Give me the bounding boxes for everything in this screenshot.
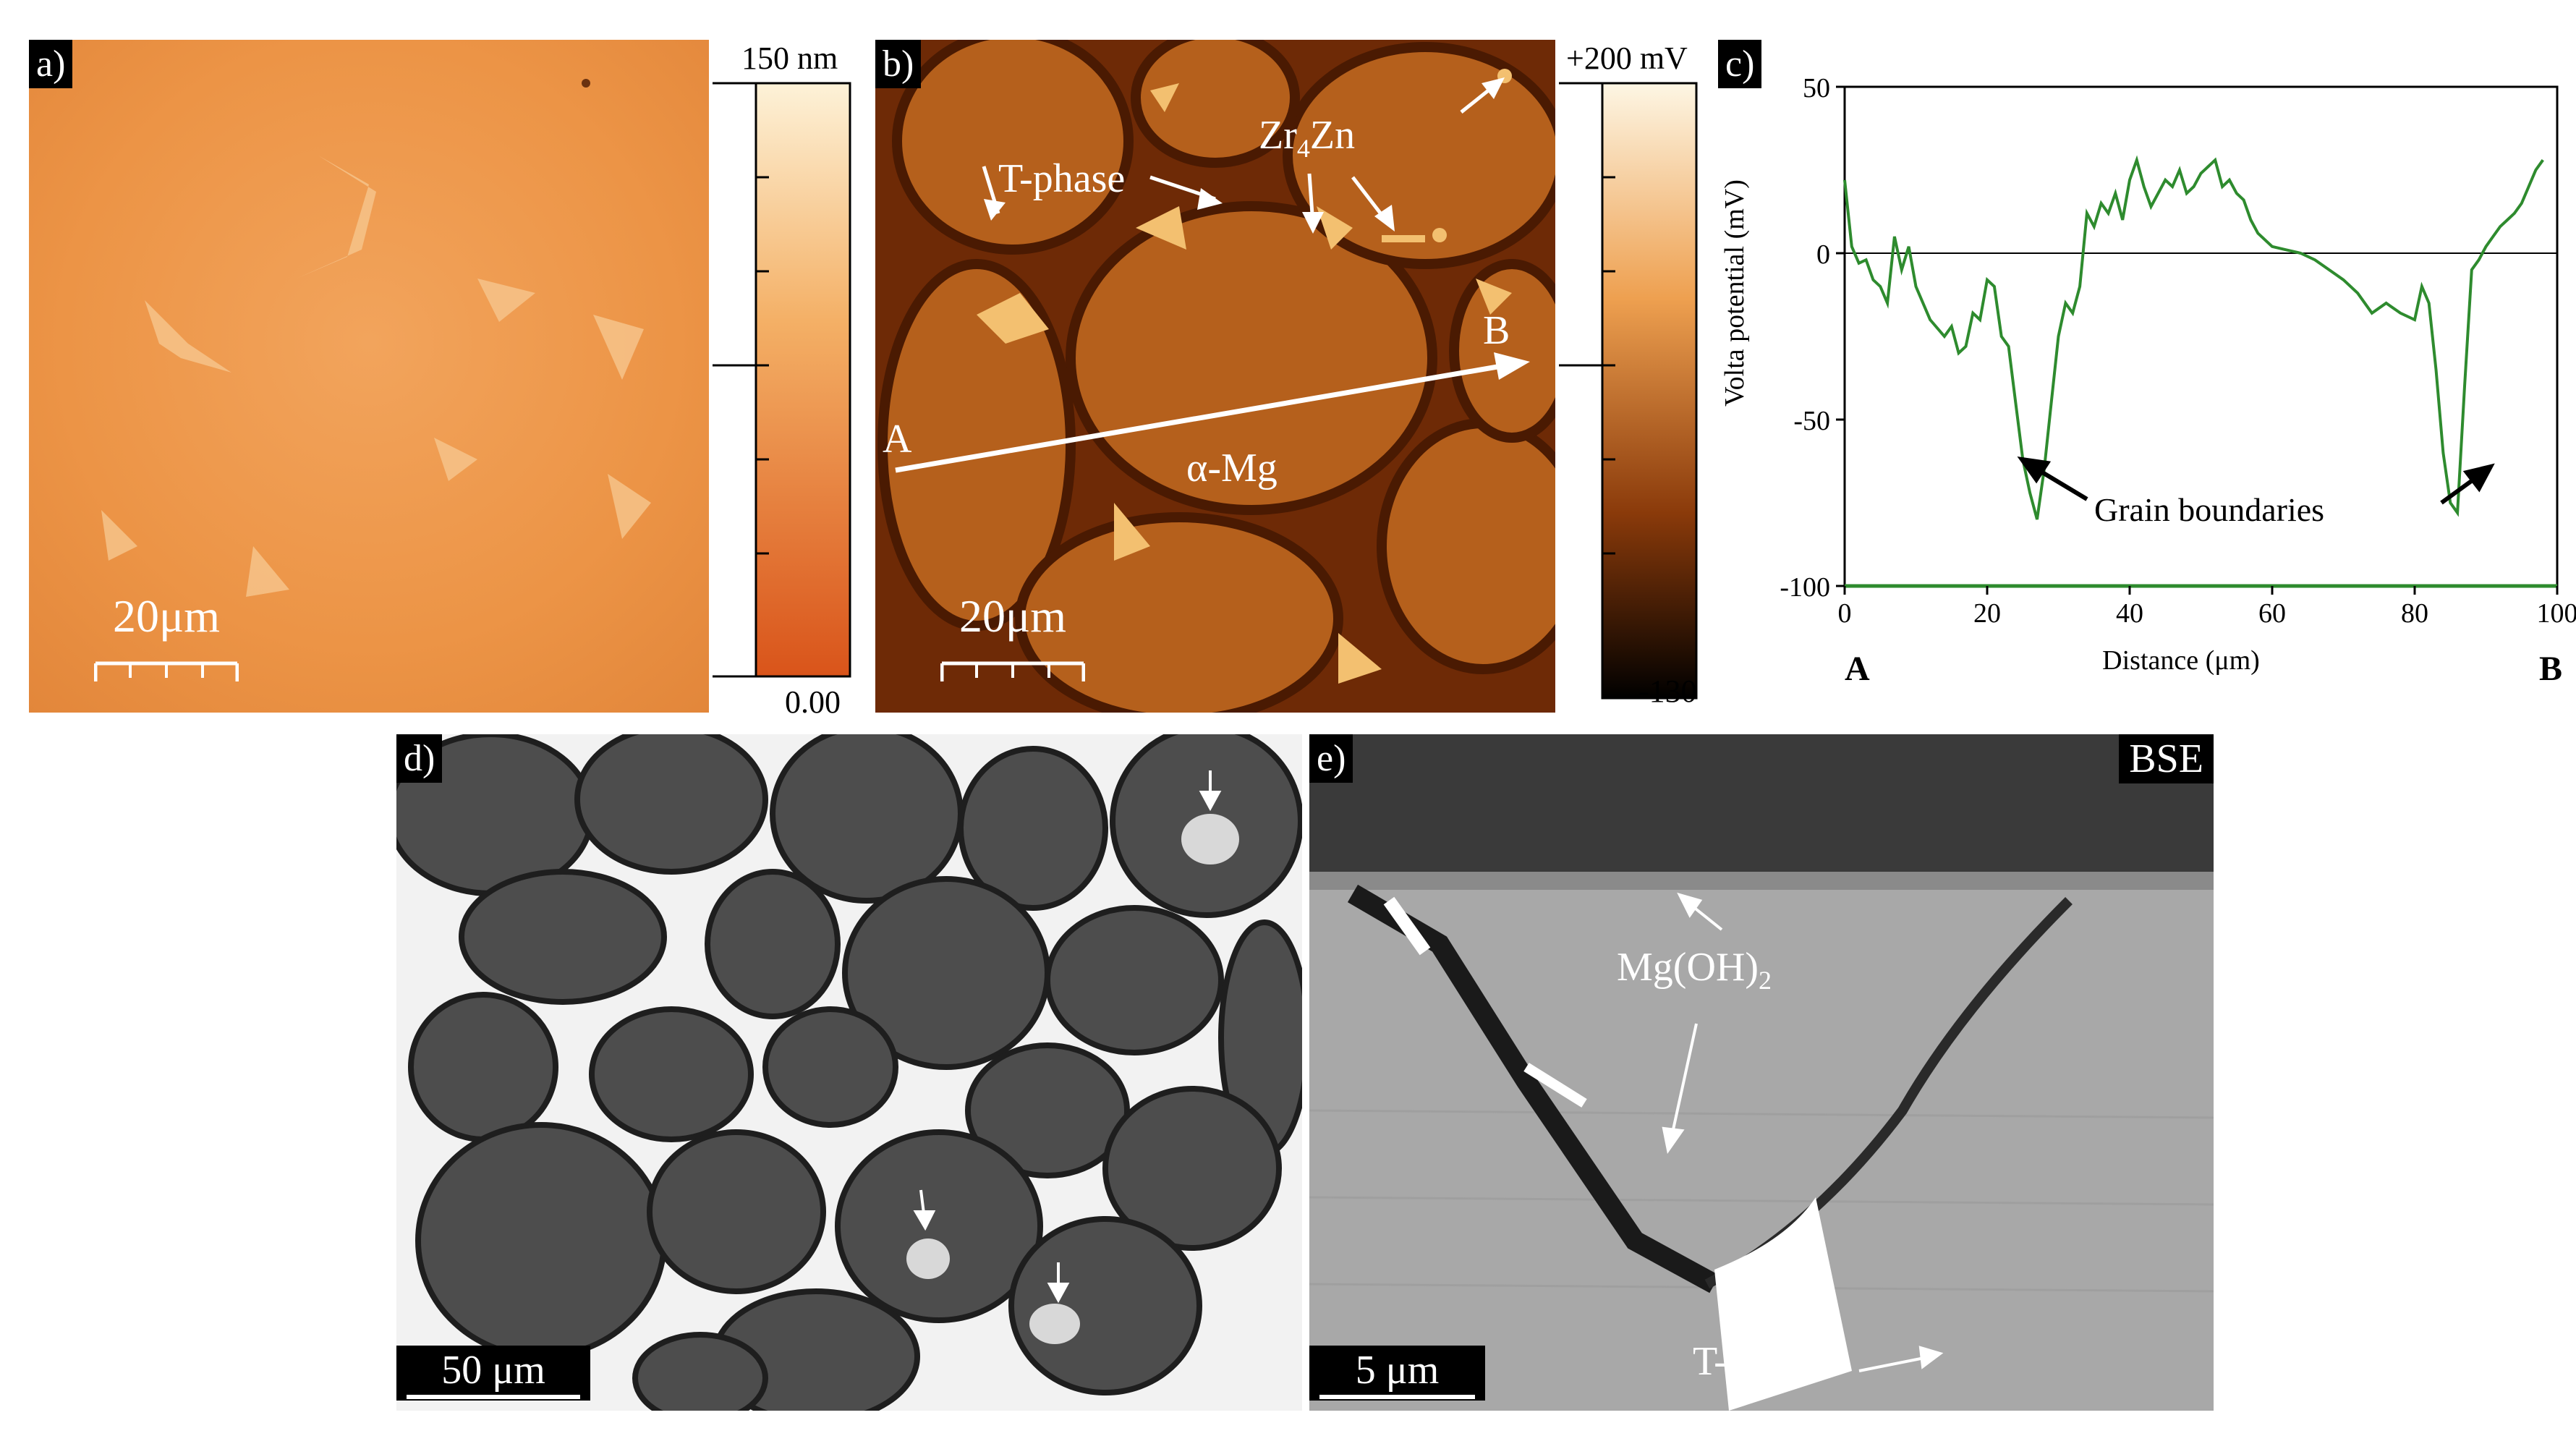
y-axis-label: Volta potential (mV) bbox=[1720, 179, 1750, 407]
panel-b-zr4zn-tail: Zn bbox=[1309, 113, 1356, 158]
panel-a-afm-topography: a) 20μm bbox=[29, 40, 709, 713]
panel-b-zr4zn-sub: 4 bbox=[1296, 134, 1310, 163]
panel-d-scale-line bbox=[407, 1395, 580, 1399]
x-tick-label: 40 bbox=[2116, 598, 2143, 629]
panel-b-alpha-mg-label: α-Mg bbox=[1186, 446, 1278, 490]
panel-e-sem-bse: e) BSE Mg(OH)2 T-phase 5 μm bbox=[1309, 734, 2214, 1411]
panel-c-volta-profile-chart: c) 50 0 -50 -100 0 20 40 60 80 100 Volta potentia… bbox=[1718, 40, 2576, 720]
panel-b-scale-text: 20μm bbox=[958, 590, 1067, 642]
panel-a-colorbar-gradient bbox=[713, 82, 851, 678]
panel-b-colorbar: +200 mV -130 bbox=[1559, 40, 1725, 720]
panel-b-scale-ticks bbox=[940, 661, 1086, 681]
panel-d-scale-text: 50 μm bbox=[441, 1348, 545, 1393]
panel-b-scale-bar: 20μm bbox=[940, 590, 1086, 697]
x-tick-label: 0 bbox=[1838, 598, 1852, 629]
panel-d-scale-bar: 50 μm bbox=[396, 1346, 590, 1401]
panel-b-zr4zn-main: Zr bbox=[1259, 113, 1297, 158]
panel-b-point-b: B bbox=[1483, 308, 1510, 353]
x-tick-label: 20 bbox=[1973, 598, 2001, 629]
panel-c-label: c) bbox=[1718, 40, 1762, 88]
grain-boundaries-annotation: Grain boundaries bbox=[2094, 491, 2324, 528]
panel-e-scale-bar: 5 μm bbox=[1309, 1346, 1485, 1401]
panel-b-skpfm-potential: b) T-phase Zr4Zn α-Mg A B 20μm bbox=[875, 40, 1555, 713]
panel-e-scale-text: 5 μm bbox=[1355, 1348, 1440, 1393]
panel-d-sem-overview: d) 50 μm bbox=[396, 734, 1302, 1411]
panel-b-image bbox=[875, 40, 1555, 713]
x-end-label-b: B bbox=[2539, 650, 2562, 688]
panel-a-colorbar: 150 nm 0.00 bbox=[713, 40, 868, 720]
panel-e-scale-line bbox=[1319, 1395, 1475, 1399]
panel-b-point-a: A bbox=[883, 417, 912, 462]
panel-b-t-phase-label: T-phase bbox=[998, 156, 1126, 201]
panel-a-image bbox=[29, 40, 709, 713]
panel-b-label: b) bbox=[875, 40, 922, 88]
panel-a-scale-ticks bbox=[93, 661, 239, 681]
panel-e-mgoh2-label: Mg(OH)2 bbox=[1617, 944, 1772, 995]
panel-e-mgoh2-main: Mg(OH) bbox=[1617, 945, 1759, 990]
panel-a-scale-text: 20μm bbox=[112, 590, 221, 642]
panel-e-bse-badge: BSE bbox=[2119, 734, 2214, 783]
panel-c-chart-svg: 50 0 -50 -100 0 20 40 60 80 100 Volta potential (… bbox=[1720, 73, 2576, 688]
x-tick-label: 80 bbox=[2401, 598, 2428, 629]
y-tick-label: 50 bbox=[1803, 73, 1830, 103]
x-tick-label: 100 bbox=[2537, 598, 2576, 629]
y-tick-label: -100 bbox=[1780, 572, 1830, 603]
panel-a-colorbar-max: 150 nm bbox=[741, 41, 838, 76]
y-tick-label: 0 bbox=[1816, 239, 1830, 270]
panel-d-image bbox=[396, 734, 1302, 1411]
panel-d-label: d) bbox=[396, 734, 443, 783]
y-tick-label: -50 bbox=[1793, 406, 1830, 436]
grain-boundary-arrows bbox=[2017, 456, 2495, 505]
panel-a-scale-bar: 20μm bbox=[93, 590, 239, 697]
panel-e-image bbox=[1309, 734, 2214, 1411]
panel-a-label: a) bbox=[29, 40, 73, 88]
panel-b-colorbar-max: +200 mV bbox=[1566, 41, 1688, 76]
panel-e-mgoh2-sub: 2 bbox=[1758, 966, 1772, 995]
series-line-volta-potential bbox=[1843, 155, 2544, 520]
x-tick-label: 60 bbox=[2258, 598, 2286, 629]
panel-b-colorbar-min: -130 bbox=[1638, 674, 1697, 709]
x-axis-label: Distance (μm) bbox=[2102, 645, 2260, 676]
x-start-label-a: A bbox=[1845, 650, 1870, 688]
panel-e-t-phase-label: T-phase bbox=[1693, 1339, 1820, 1384]
panel-a-colorbar-min: 0.00 bbox=[785, 684, 841, 720]
panel-e-label: e) bbox=[1309, 734, 1353, 783]
panel-b-zr4zn-label: Zr4Zn bbox=[1259, 112, 1355, 163]
panel-b-colorbar-gradient bbox=[1559, 82, 1698, 700]
